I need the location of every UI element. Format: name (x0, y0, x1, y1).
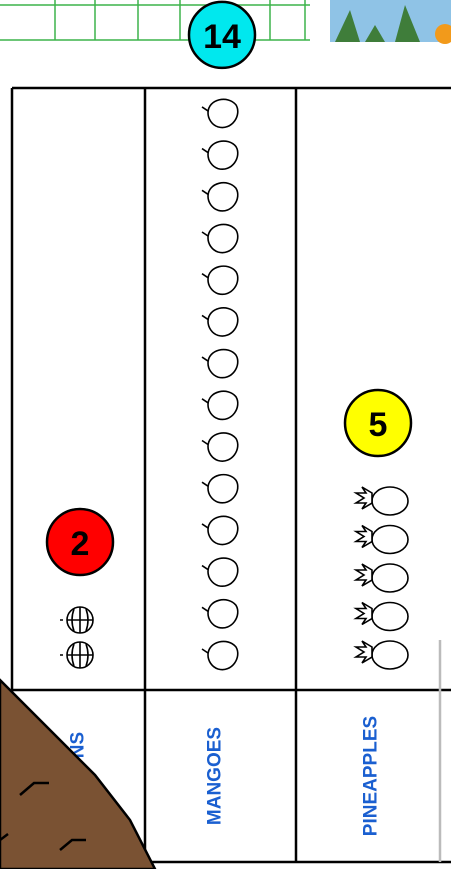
pineapple-body (371, 601, 409, 632)
pineapple-body (371, 640, 409, 670)
melon-stripes (60, 642, 93, 668)
mango-stem (201, 606, 209, 612)
mango-shape (207, 181, 239, 212)
mango-stem (201, 273, 209, 279)
count-badge (343, 388, 413, 458)
mango-shape (207, 432, 239, 462)
count-label: 5 (369, 406, 388, 444)
melon-stripes (60, 607, 93, 633)
category-label: MANGOES (205, 727, 226, 825)
pineapple-body (371, 563, 409, 593)
mango-stem (201, 439, 209, 446)
pineapple-leaves (353, 563, 373, 587)
mango-shape (207, 348, 239, 379)
icon-column (201, 98, 239, 671)
mango-shape (207, 265, 239, 296)
table-grid (10, 86, 451, 864)
mango-shape (207, 557, 239, 588)
mango-shape (207, 473, 239, 504)
pineapple-body (371, 524, 409, 555)
background-grid (0, 0, 310, 41)
mango-stem (201, 648, 209, 654)
pineapple-leaves (353, 601, 373, 626)
count-label: 14 (203, 18, 241, 56)
mango-shape (207, 390, 239, 421)
mango-stem (201, 398, 209, 404)
mango-stem (201, 314, 209, 321)
mango-shape (207, 98, 239, 129)
mango-stem (201, 106, 209, 112)
mango-stem (201, 147, 209, 154)
pineapple-leaves (353, 640, 373, 664)
pineapple-leaves (353, 524, 373, 549)
mango-stem (201, 564, 209, 571)
count-badge (45, 507, 115, 577)
mango-shape (207, 640, 239, 671)
count-label: 2 (71, 525, 90, 563)
pineapple-leaves (353, 486, 373, 510)
mango-stem (201, 356, 209, 362)
mango-stem (201, 231, 209, 237)
hill-marks (0, 781, 86, 851)
mango-shape (207, 140, 239, 171)
mango-shape (207, 223, 239, 254)
mango-stem (201, 189, 209, 195)
icon-column (60, 606, 94, 669)
pineapple-body (371, 486, 409, 516)
scenery (330, 0, 451, 44)
hill (0, 678, 157, 869)
count-badge (187, 0, 257, 70)
mango-stem (201, 523, 209, 529)
mango-shape (207, 515, 239, 546)
mango-shape (207, 598, 239, 629)
mango-shape (207, 307, 239, 337)
icon-column (353, 486, 409, 670)
category-label: PINEAPPLES (361, 716, 382, 836)
mango-stem (201, 481, 209, 487)
